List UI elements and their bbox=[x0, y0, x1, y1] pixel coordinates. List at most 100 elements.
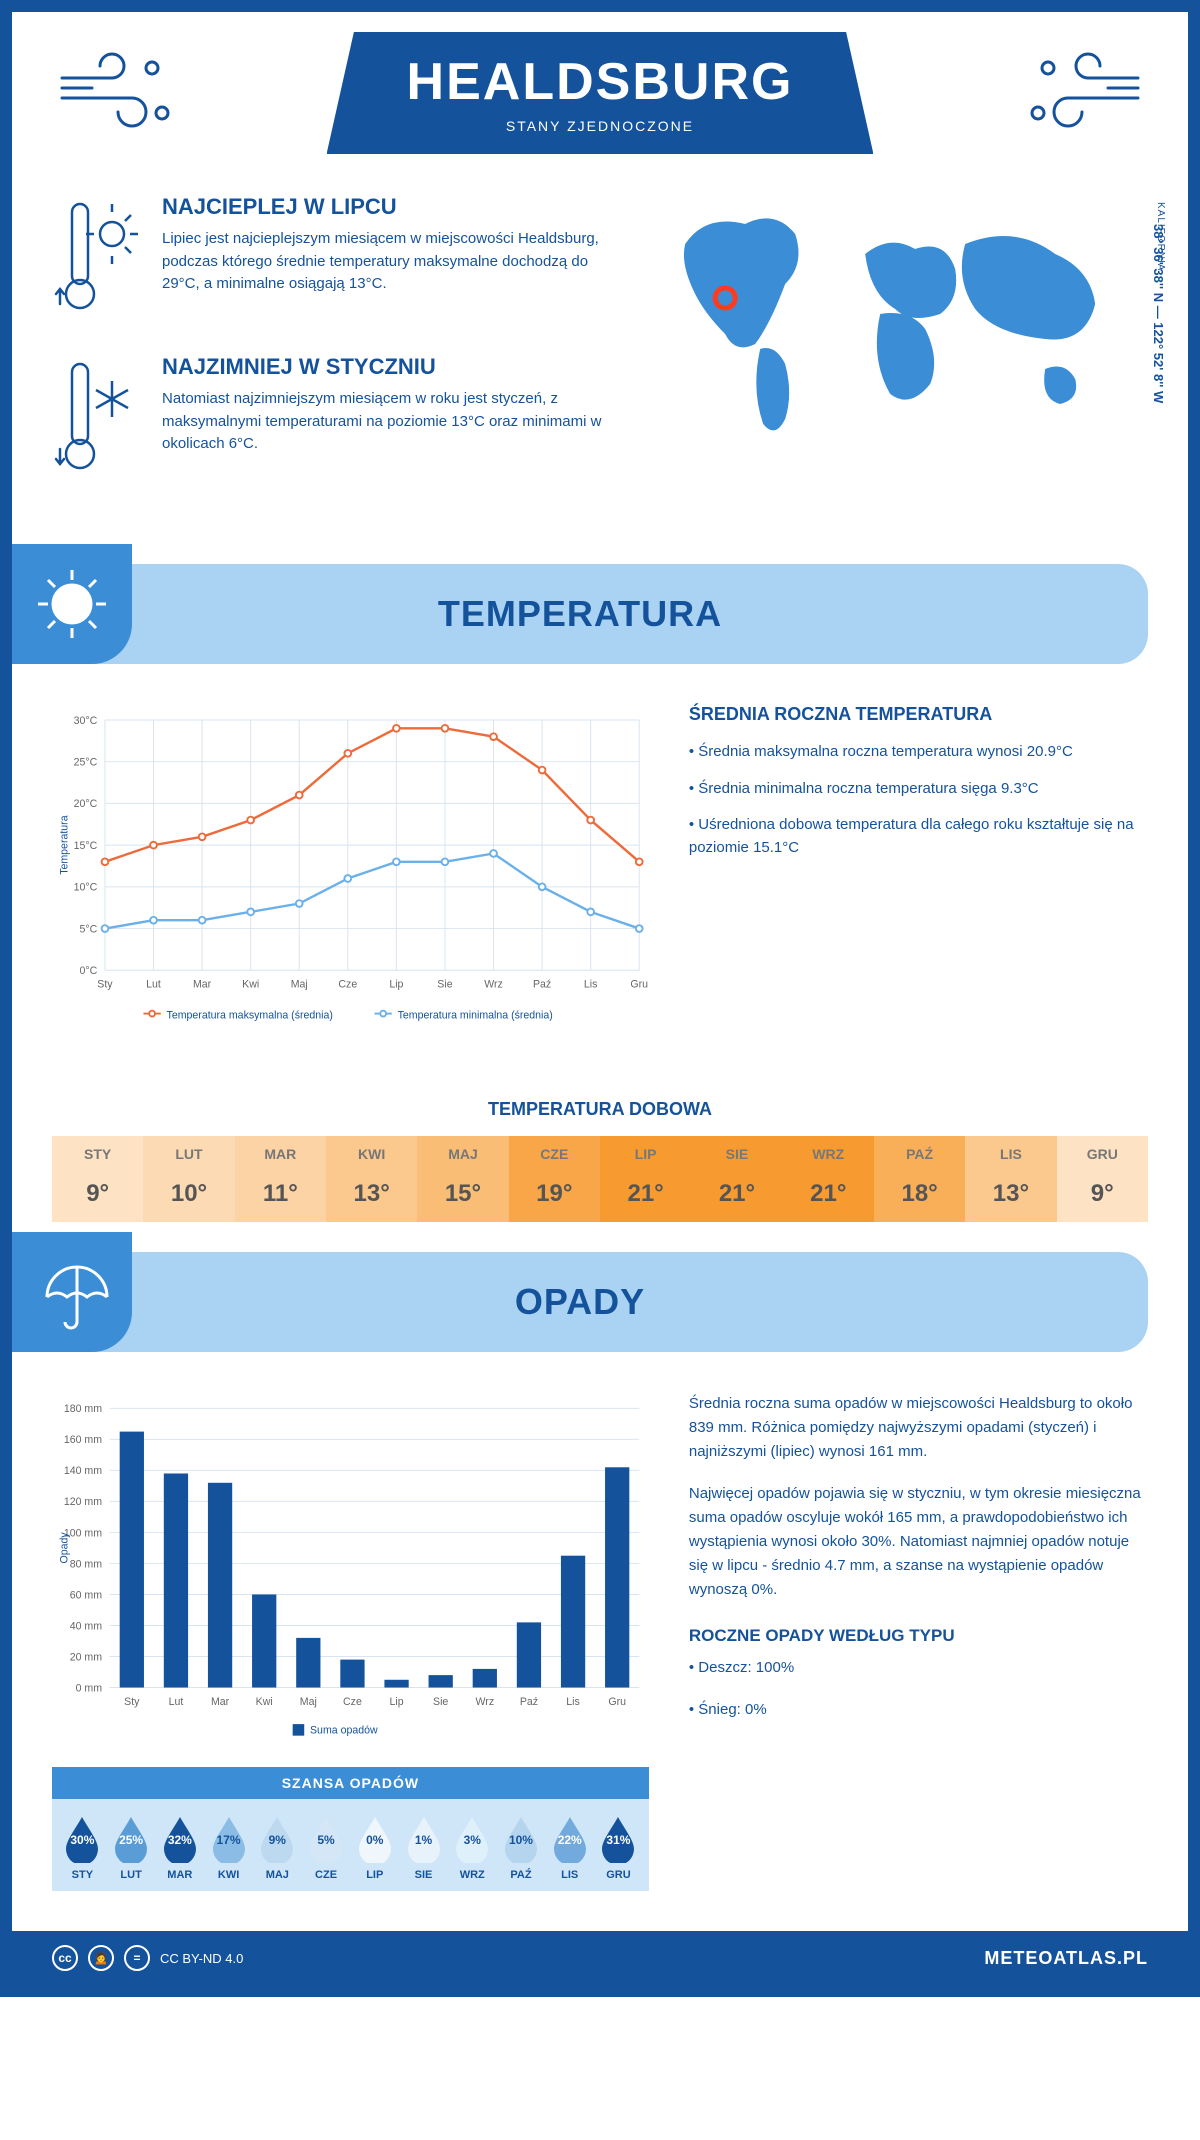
svg-text:Cze: Cze bbox=[343, 1696, 362, 1708]
svg-text:Lis: Lis bbox=[566, 1696, 580, 1708]
svg-text:20°C: 20°C bbox=[74, 798, 98, 810]
temperature-line-chart: 0°C 5°C 10°C 15°C 20°C 25°C 30°C Sty Lut Mar Kwi Ma… bbox=[52, 704, 649, 1044]
thermometer-hot-icon bbox=[52, 194, 142, 324]
svg-text:Lis: Lis bbox=[584, 979, 598, 991]
svg-text:Maj: Maj bbox=[300, 1696, 317, 1708]
temperature-banner: TEMPERATURA bbox=[12, 564, 1148, 664]
svg-text:60 mm: 60 mm bbox=[70, 1589, 103, 1601]
chance-cell: 5%CZE bbox=[302, 1813, 351, 1881]
svg-text:Suma opadów: Suma opadów bbox=[310, 1725, 378, 1737]
svg-text:Sty: Sty bbox=[97, 979, 113, 991]
city-title: HEALDSBURG bbox=[407, 52, 794, 112]
precip-type-line: • Śnieg: 0% bbox=[689, 1698, 1148, 1722]
svg-text:Lut: Lut bbox=[146, 979, 161, 991]
license-text: CC BY-ND 4.0 bbox=[160, 1951, 243, 1966]
precip-paragraph: Najwięcej opadów pojawia się w styczniu,… bbox=[689, 1482, 1148, 1602]
chance-cell: 31%GRU bbox=[594, 1813, 643, 1881]
svg-text:180 mm: 180 mm bbox=[64, 1403, 102, 1415]
svg-text:Kwi: Kwi bbox=[256, 1696, 273, 1708]
svg-text:Temperatura: Temperatura bbox=[58, 815, 70, 874]
chance-cell: 25%LUT bbox=[107, 1813, 156, 1881]
svg-text:Wrz: Wrz bbox=[476, 1696, 495, 1708]
cc-icon: cc bbox=[52, 1945, 78, 1971]
daily-temp-cell: KWI13° bbox=[326, 1136, 417, 1222]
svg-text:Kwi: Kwi bbox=[242, 979, 259, 991]
svg-text:Sie: Sie bbox=[433, 1696, 448, 1708]
avg-temp-title: ŚREDNIA ROCZNA TEMPERATURA bbox=[689, 704, 1148, 725]
sun-icon bbox=[12, 544, 132, 664]
temperature-heading: TEMPERATURA bbox=[132, 593, 1148, 635]
chance-cell: 1%SIE bbox=[399, 1813, 448, 1881]
thermometer-cold-icon bbox=[52, 354, 142, 484]
daily-temp-cell: CZE19° bbox=[509, 1136, 600, 1222]
by-icon: 🙍 bbox=[88, 1945, 114, 1971]
site-name: METEOATLAS.PL bbox=[984, 1948, 1148, 1969]
coldest-fact: NAJZIMNIEJ W STYCZNIU Natomiast najzimni… bbox=[52, 354, 612, 484]
daily-temp-cell: STY9° bbox=[52, 1136, 143, 1222]
coldest-text: Natomiast najzimniejszym miesiącem w rok… bbox=[162, 388, 612, 456]
umbrella-icon bbox=[12, 1232, 132, 1352]
daily-temp-cell: PAŹ18° bbox=[874, 1136, 965, 1222]
country-subtitle: STANY ZJEDNOCZONE bbox=[407, 118, 794, 134]
svg-text:40 mm: 40 mm bbox=[70, 1620, 103, 1632]
precipitation-banner: OPADY bbox=[12, 1252, 1148, 1352]
svg-text:Gru: Gru bbox=[608, 1696, 626, 1708]
daily-temp-title: TEMPERATURA DOBOWA bbox=[12, 1099, 1188, 1120]
svg-text:Opady: Opady bbox=[58, 1532, 70, 1564]
svg-text:10°C: 10°C bbox=[74, 882, 98, 894]
svg-text:25°C: 25°C bbox=[74, 757, 98, 769]
precipitation-heading: OPADY bbox=[132, 1281, 1148, 1323]
svg-text:0 mm: 0 mm bbox=[76, 1682, 103, 1694]
intro-section: NAJCIEPLEJ W LIPCU Lipiec jest najcieple… bbox=[12, 164, 1188, 544]
daily-temp-cell: LIP21° bbox=[600, 1136, 691, 1222]
svg-text:160 mm: 160 mm bbox=[64, 1434, 102, 1446]
svg-text:Sie: Sie bbox=[437, 979, 452, 991]
svg-text:120 mm: 120 mm bbox=[64, 1496, 102, 1508]
daily-temp-cell: MAR11° bbox=[235, 1136, 326, 1222]
svg-text:140 mm: 140 mm bbox=[64, 1465, 102, 1477]
daily-temp-cell: MAJ15° bbox=[417, 1136, 508, 1222]
header: HEALDSBURG STANY ZJEDNOCZONE bbox=[12, 12, 1188, 164]
title-block: HEALDSBURG STANY ZJEDNOCZONE bbox=[327, 32, 874, 154]
chance-cell: 9%MAJ bbox=[253, 1813, 302, 1881]
svg-text:0°C: 0°C bbox=[79, 965, 97, 977]
precip-paragraph: Średnia roczna suma opadów w miejscowośc… bbox=[689, 1392, 1148, 1464]
chance-cell: 3%WRZ bbox=[448, 1813, 497, 1881]
daily-temp-cell: LIS13° bbox=[965, 1136, 1056, 1222]
svg-text:Wrz: Wrz bbox=[484, 979, 503, 991]
warmest-title: NAJCIEPLEJ W LIPCU bbox=[162, 194, 612, 220]
svg-text:Mar: Mar bbox=[193, 979, 212, 991]
world-map bbox=[642, 194, 1148, 454]
svg-text:Sty: Sty bbox=[124, 1696, 140, 1708]
coords-label: 38° 36' 38'' N — 122° 52' 8'' W bbox=[1151, 224, 1166, 403]
chance-cell: 22%LIS bbox=[545, 1813, 594, 1881]
chance-cell: 17%KWI bbox=[204, 1813, 253, 1881]
daily-temp-cell: SIE21° bbox=[691, 1136, 782, 1222]
svg-text:Lip: Lip bbox=[389, 979, 403, 991]
coldest-title: NAJZIMNIEJ W STYCZNIU bbox=[162, 354, 612, 380]
svg-text:Temperatura maksymalna (średni: Temperatura maksymalna (średnia) bbox=[167, 1009, 333, 1021]
temp-bullet: • Średnia maksymalna roczna temperatura … bbox=[689, 741, 1148, 764]
svg-text:Temperatura minimalna (średnia: Temperatura minimalna (średnia) bbox=[398, 1009, 553, 1021]
svg-text:15°C: 15°C bbox=[74, 840, 98, 852]
warmest-fact: NAJCIEPLEJ W LIPCU Lipiec jest najcieple… bbox=[52, 194, 612, 324]
chance-cell: 32%MAR bbox=[155, 1813, 204, 1881]
chance-cell: 30%STY bbox=[58, 1813, 107, 1881]
warmest-text: Lipiec jest najcieplejszym miesiącem w m… bbox=[162, 228, 612, 296]
daily-temp-cell: GRU9° bbox=[1057, 1136, 1148, 1222]
svg-text:Mar: Mar bbox=[211, 1696, 230, 1708]
chance-cell: 10%PAŹ bbox=[497, 1813, 546, 1881]
svg-text:30°C: 30°C bbox=[74, 715, 98, 727]
svg-text:Gru: Gru bbox=[630, 979, 648, 991]
svg-text:Maj: Maj bbox=[291, 979, 308, 991]
svg-text:Lip: Lip bbox=[390, 1696, 404, 1708]
svg-text:Cze: Cze bbox=[338, 979, 357, 991]
chance-of-precip: SZANSA OPADÓW 30%STY25%LUT32%MAR17%KWI9%… bbox=[52, 1767, 649, 1891]
temp-bullet: • Uśredniona dobowa temperatura dla całe… bbox=[689, 814, 1148, 859]
wind-icon bbox=[52, 43, 192, 143]
svg-text:Paź: Paź bbox=[520, 1696, 538, 1708]
daily-temp-table: STY9°LUT10°MAR11°KWI13°MAJ15°CZE19°LIP21… bbox=[52, 1136, 1148, 1222]
precipitation-bar-chart: 0 mm20 mm40 mm60 mm80 mm100 mm120 mm140 … bbox=[52, 1392, 649, 1752]
svg-text:5°C: 5°C bbox=[79, 923, 97, 935]
temp-bullet: • Średnia minimalna roczna temperatura s… bbox=[689, 778, 1148, 801]
